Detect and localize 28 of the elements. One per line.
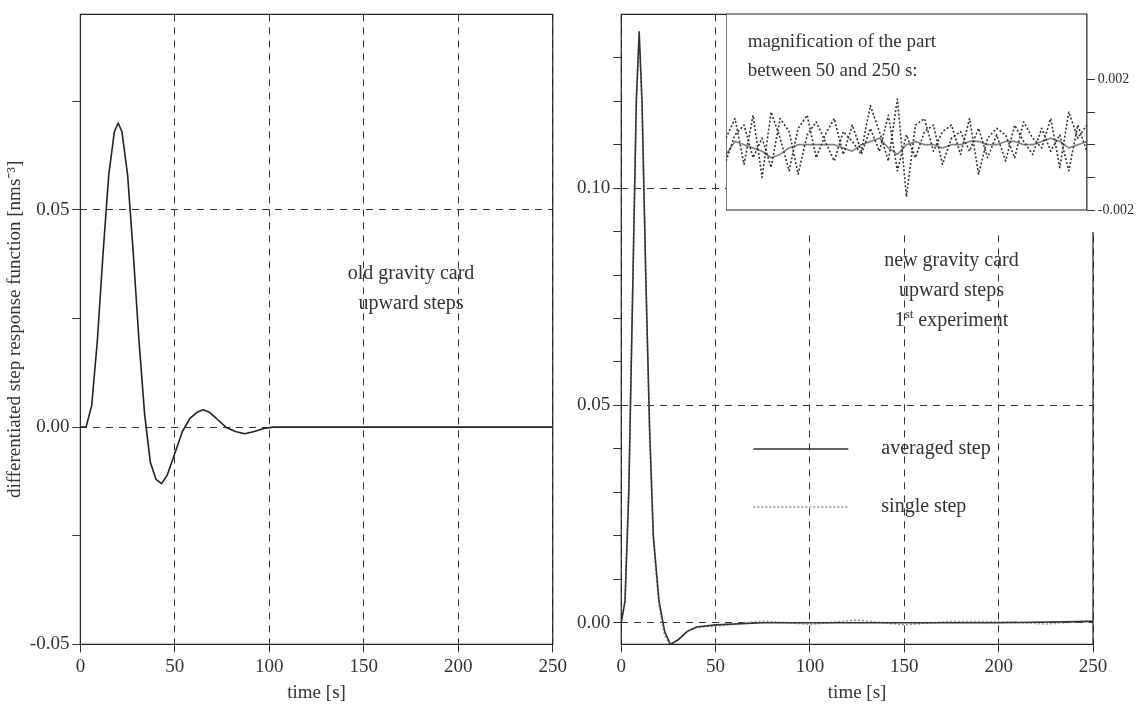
y-tick-label: 0.002 <box>1097 71 1130 87</box>
y-tick-label: 0.05 <box>36 197 70 219</box>
y-tick-label: 0.00 <box>577 610 611 632</box>
x-tick-label: 50 <box>165 654 185 676</box>
annotation: old gravity card upward steps <box>347 261 475 314</box>
y-tick-label: 0.00 <box>36 415 70 437</box>
x-tick-label: 100 <box>255 654 284 676</box>
x-tick-label: 50 <box>706 654 726 676</box>
x-tick-label: 0 <box>75 654 86 676</box>
x-tick-label: 150 <box>890 654 919 676</box>
x-tick-label: 200 <box>984 654 1013 676</box>
legend-label: averaged step <box>881 436 991 460</box>
x-tick-label: 250 <box>538 654 567 676</box>
y-tick-label: 0.05 <box>577 393 611 415</box>
line-series <box>726 98 1088 198</box>
y-tick-label: -0.05 <box>29 632 70 654</box>
y-axis-title: differentiated step response function [nms⁻³] <box>3 160 25 499</box>
y-tick-label: -0.002 <box>1097 201 1135 217</box>
x-axis-title: time [s] <box>287 680 346 702</box>
y-tick-label: 0.10 <box>577 176 611 198</box>
x-tick-label: 150 <box>349 654 379 676</box>
x-tick-label: 200 <box>444 654 473 676</box>
x-tick-label: 100 <box>795 654 825 676</box>
legend-label: single step <box>881 494 967 518</box>
x-axis-title: time [s] <box>827 680 887 702</box>
x-tick-label: 250 <box>1078 654 1108 676</box>
annotation: magnification of the part between 50 and 250 s: <box>747 30 937 80</box>
x-tick-label: 0 <box>616 654 626 676</box>
